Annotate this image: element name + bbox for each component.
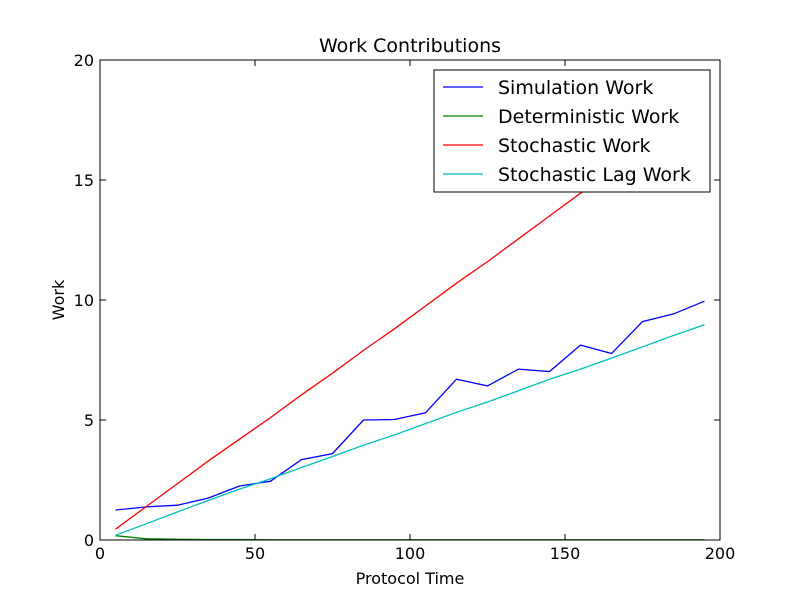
y-tick-label: 0 — [84, 531, 94, 550]
legend-label-stochastic-lag-work: Stochastic Lag Work — [498, 164, 691, 186]
y-tick-label: 10 — [74, 291, 94, 310]
legend-box — [433, 69, 711, 193]
x-axis-label: Protocol Time — [356, 569, 465, 588]
tick-layer: 0 50 100 150 200 0 5 10 15 20 — [74, 51, 736, 563]
x-tick-label: 50 — [245, 544, 265, 563]
series-line-stochastic-lag-work — [115, 324, 705, 536]
x-tick-label: 100 — [395, 544, 426, 563]
y-tick-label: 15 — [74, 171, 94, 190]
chart-title: Work Contributions — [319, 35, 501, 57]
x-tick-label: 200 — [705, 544, 736, 563]
legend-label-deterministic-work: Deterministic Work — [498, 106, 679, 128]
x-tick-label: 150 — [550, 544, 581, 563]
legend-label-stochastic-work: Stochastic Work — [498, 135, 651, 157]
y-axis-label: Work — [49, 279, 68, 320]
y-tick-label: 20 — [74, 51, 94, 70]
x-tick-label: 0 — [95, 544, 105, 563]
legend: Simulation Work Deterministic Work Stochas… — [433, 69, 711, 193]
y-tick-label: 5 — [84, 411, 94, 430]
legend-label-simulation-work: Simulation Work — [498, 77, 653, 99]
series-line-simulation-work — [115, 300, 705, 511]
